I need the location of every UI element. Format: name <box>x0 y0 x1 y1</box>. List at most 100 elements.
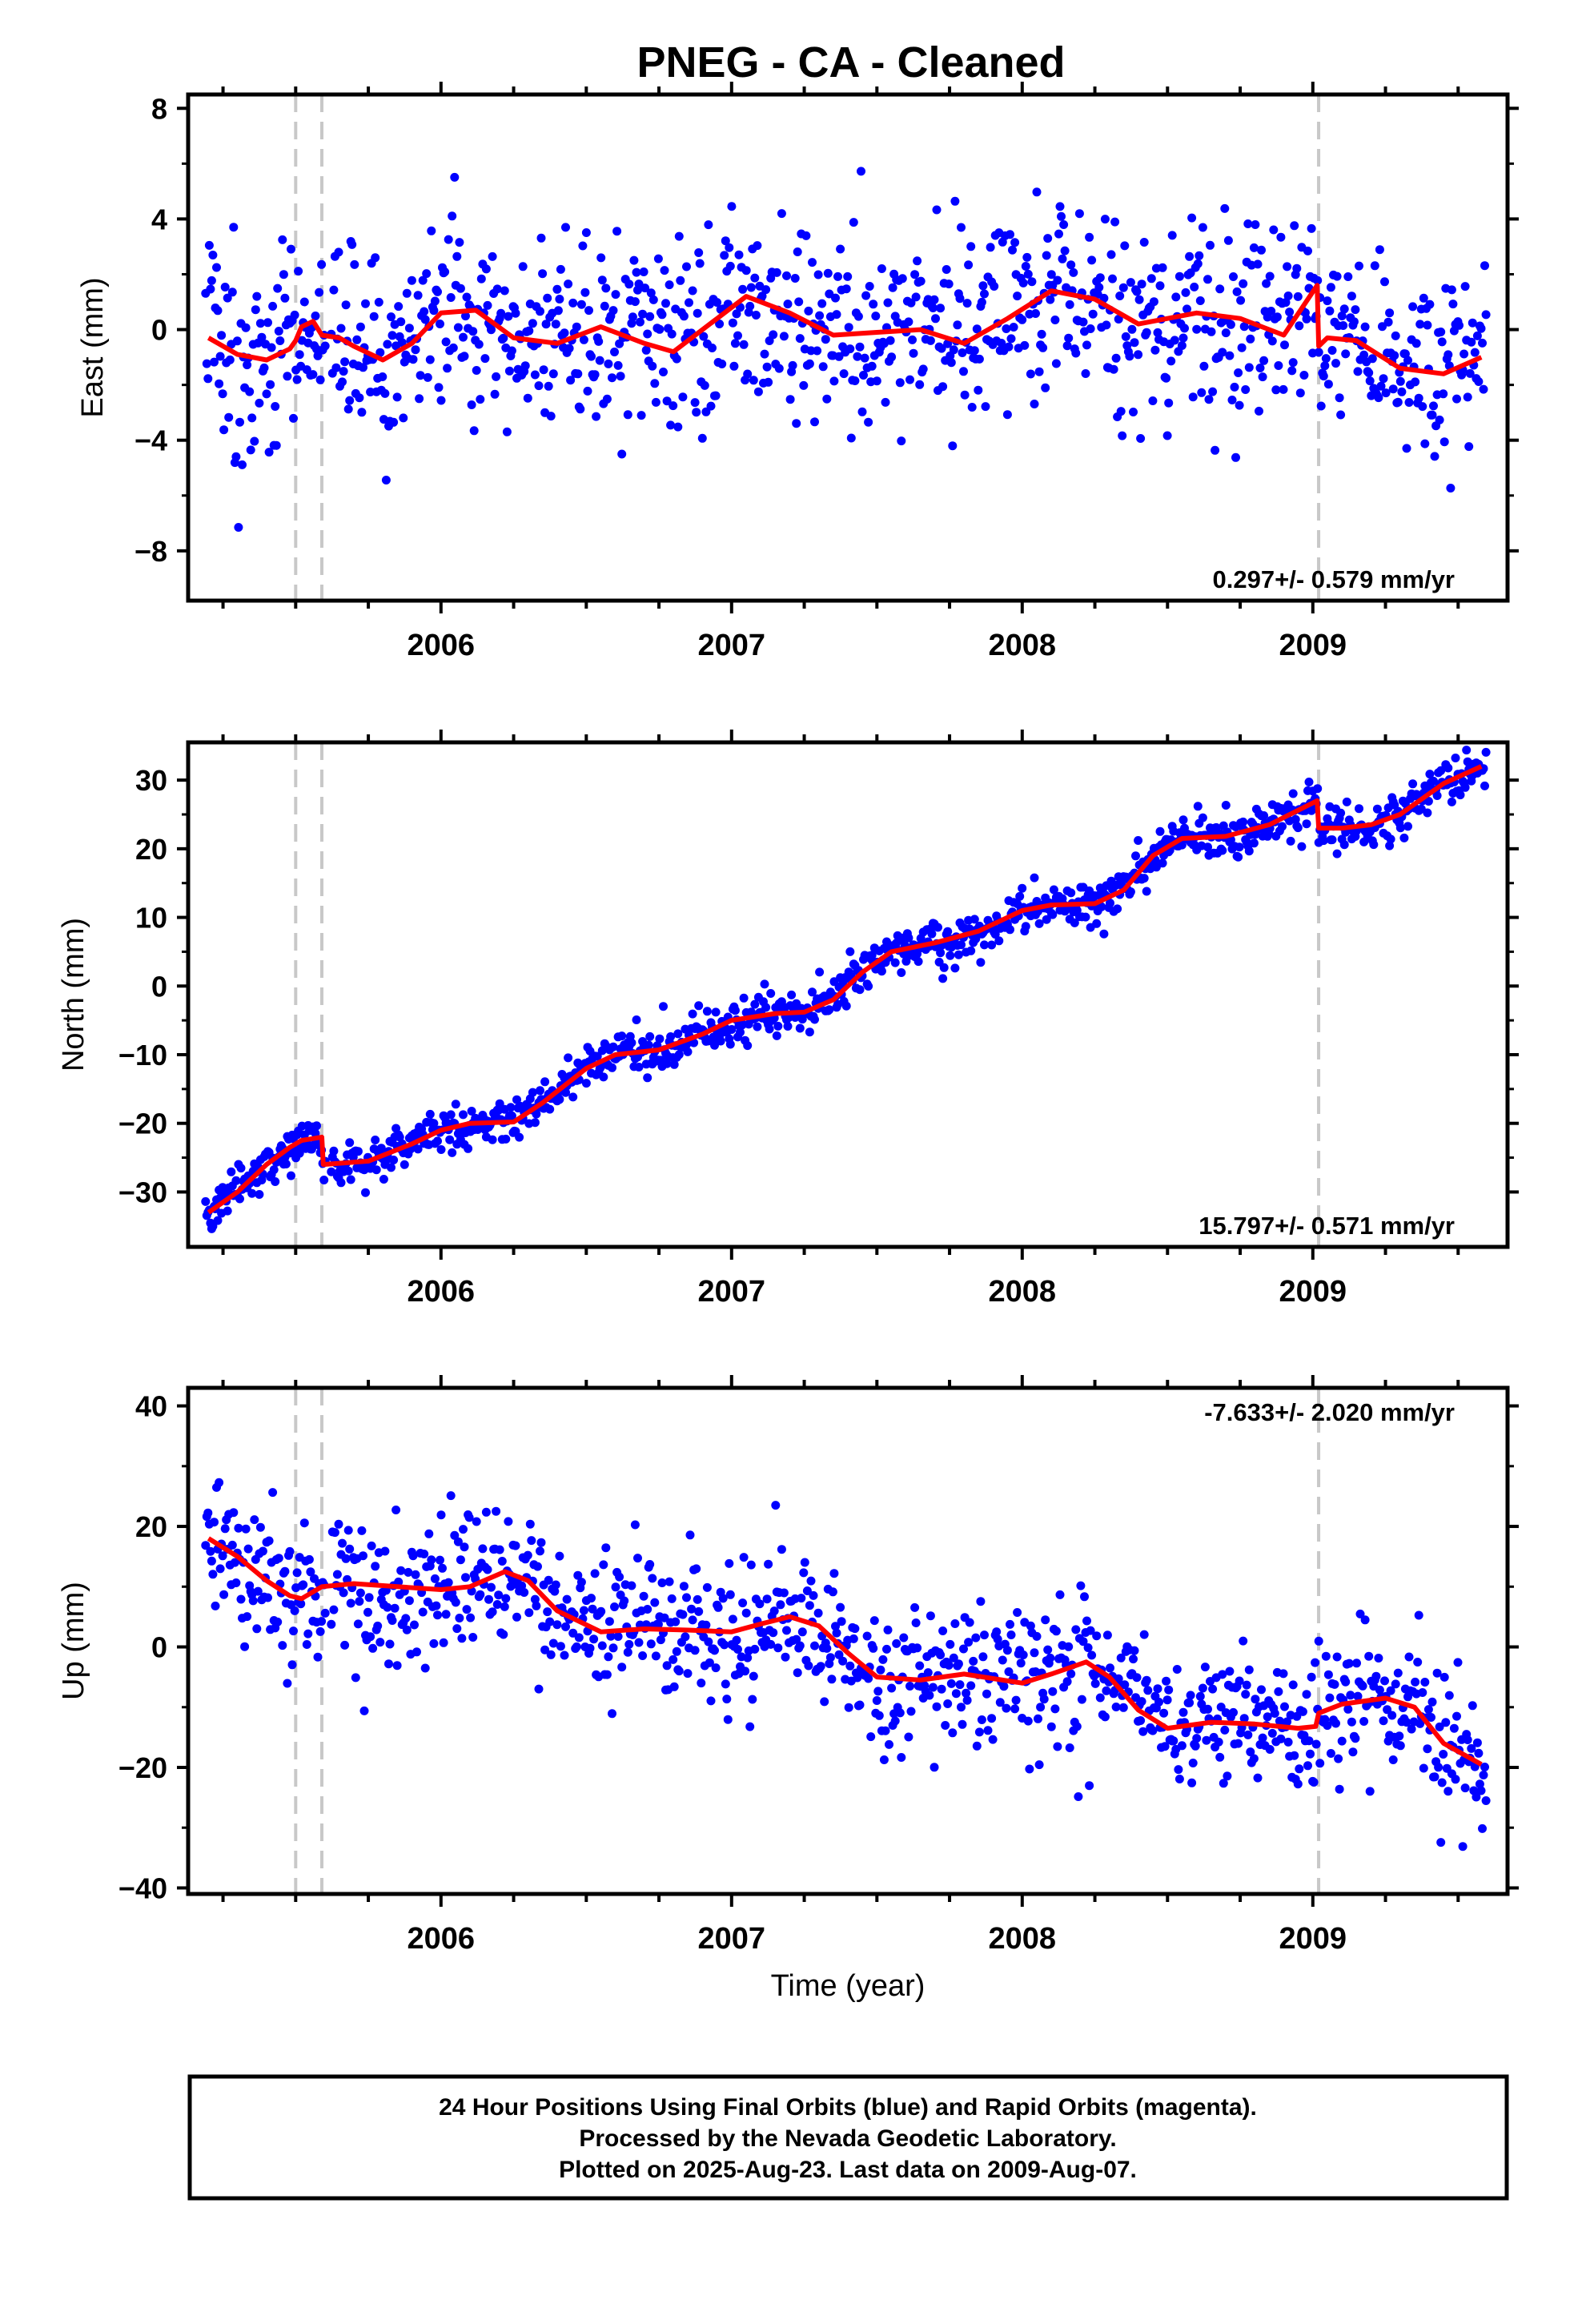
data-point <box>1295 321 1304 331</box>
y-axis-label: North (mm) <box>57 918 90 1072</box>
data-point <box>1232 287 1242 296</box>
data-point <box>761 285 771 295</box>
data-point <box>823 268 833 278</box>
data-point <box>530 1594 540 1604</box>
data-point <box>289 413 298 423</box>
data-point <box>660 266 669 275</box>
data-point <box>544 1575 553 1585</box>
x-axis-ticks: 2006 2007 2008 2009 <box>221 82 1460 662</box>
data-point <box>879 1755 889 1764</box>
data-point <box>1220 1725 1230 1735</box>
data-point <box>782 1626 791 1635</box>
data-point <box>1131 851 1140 861</box>
data-point <box>816 1662 825 1671</box>
data-point <box>613 360 623 370</box>
data-point <box>721 236 730 246</box>
data-point <box>1092 919 1102 928</box>
data-point <box>725 1558 734 1568</box>
data-point <box>1235 1676 1244 1686</box>
data-point <box>1032 1631 1042 1641</box>
data-point <box>928 304 938 312</box>
data-point <box>1353 367 1363 376</box>
data-point <box>612 227 622 236</box>
data-point <box>280 1566 290 1576</box>
data-point <box>413 291 423 300</box>
data-point <box>317 1617 327 1626</box>
data-point <box>311 312 320 320</box>
data-point <box>809 1590 818 1600</box>
data-point <box>528 1088 537 1097</box>
data-point <box>561 223 570 232</box>
data-point <box>602 394 612 404</box>
data-point <box>954 950 963 959</box>
data-point <box>378 372 387 381</box>
data-point <box>832 310 841 320</box>
data-point <box>777 1545 786 1554</box>
data-point <box>251 305 260 315</box>
data-point <box>445 1135 455 1144</box>
data-point <box>623 410 632 420</box>
data-point <box>702 1007 712 1016</box>
data-point <box>548 369 558 379</box>
data-point <box>425 1109 435 1119</box>
data-point <box>1243 219 1253 228</box>
data-point <box>1399 833 1409 842</box>
data-point <box>987 1714 997 1723</box>
data-point <box>1149 297 1158 307</box>
data-point <box>383 1602 392 1612</box>
data-point <box>453 323 463 332</box>
data-point <box>502 427 512 436</box>
data-point <box>845 947 855 956</box>
data-point <box>804 306 813 316</box>
data-point <box>329 285 339 295</box>
data-point <box>351 1673 360 1683</box>
y-tick-label: 20 <box>135 833 167 866</box>
data-point <box>1018 1651 1028 1659</box>
data-point <box>822 1643 832 1653</box>
data-point <box>375 1638 385 1647</box>
data-point <box>1364 1651 1374 1661</box>
data-point <box>732 1635 741 1645</box>
data-point <box>1407 1724 1416 1734</box>
data-point <box>957 223 966 232</box>
data-point <box>958 1719 967 1729</box>
data-point <box>683 1669 693 1679</box>
data-point <box>1251 220 1260 229</box>
data-point <box>693 1594 702 1604</box>
data-point <box>681 1632 690 1642</box>
data-point <box>381 476 391 485</box>
data-point <box>1013 1608 1022 1617</box>
data-point <box>962 1688 971 1698</box>
data-point <box>1480 261 1489 271</box>
data-point <box>585 1643 595 1653</box>
data-point <box>263 318 272 328</box>
data-point <box>944 279 954 289</box>
data-point <box>1121 332 1130 341</box>
data-point <box>467 1107 476 1116</box>
data-point <box>986 243 995 252</box>
data-point <box>855 342 865 352</box>
x-tick-label: 2008 <box>989 629 1057 662</box>
data-point <box>955 1680 965 1690</box>
data-point <box>296 1599 306 1609</box>
data-point <box>857 407 867 416</box>
data-point <box>1057 211 1066 221</box>
data-point <box>299 297 309 307</box>
velocity-label: 0.297+/- 0.579 mm/yr <box>1213 565 1455 593</box>
data-point <box>1302 314 1311 324</box>
data-point <box>281 1160 291 1168</box>
data-point <box>1178 333 1188 343</box>
data-point <box>743 369 753 379</box>
data-point <box>802 1586 812 1595</box>
data-point <box>1279 384 1288 394</box>
data-point <box>1066 1669 1076 1679</box>
data-point <box>662 1059 672 1068</box>
data-point <box>430 296 440 306</box>
data-point <box>1021 922 1030 931</box>
data-point <box>806 346 816 356</box>
data-point <box>347 239 357 249</box>
data-point <box>769 1628 778 1638</box>
data-point <box>587 352 596 361</box>
data-point <box>1352 1659 1361 1668</box>
data-point <box>313 351 323 360</box>
